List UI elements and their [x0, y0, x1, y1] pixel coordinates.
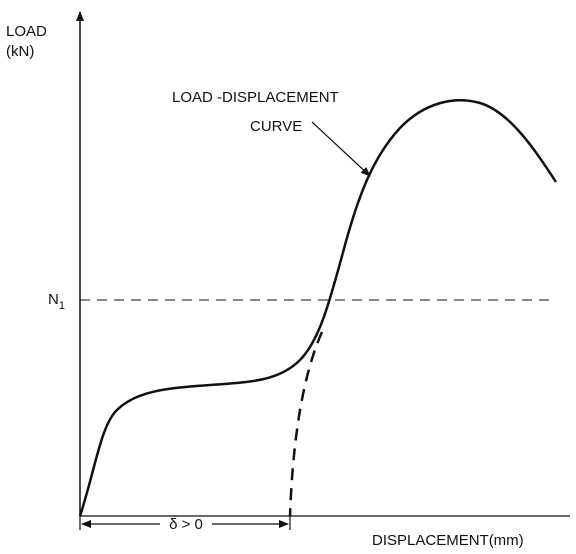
curve-label-line2: CURVE [250, 118, 302, 135]
curve-label-line1: LOAD -DISPLACEMENT [172, 89, 339, 106]
leader-line [311, 121, 371, 177]
level-subscript: 1 [59, 300, 65, 312]
unloading-curve [288, 331, 324, 517]
x-axis-label: DISPLACEMENT(mm) [372, 532, 524, 549]
level-label: N1 [48, 291, 65, 312]
level-letter: N [48, 291, 59, 308]
y-axis-unit: (kN) [6, 43, 34, 60]
offset-label: δ > 0 [169, 516, 203, 533]
load-displacement-curve [78, 99, 558, 517]
y-axis-label: LOAD [6, 23, 47, 40]
